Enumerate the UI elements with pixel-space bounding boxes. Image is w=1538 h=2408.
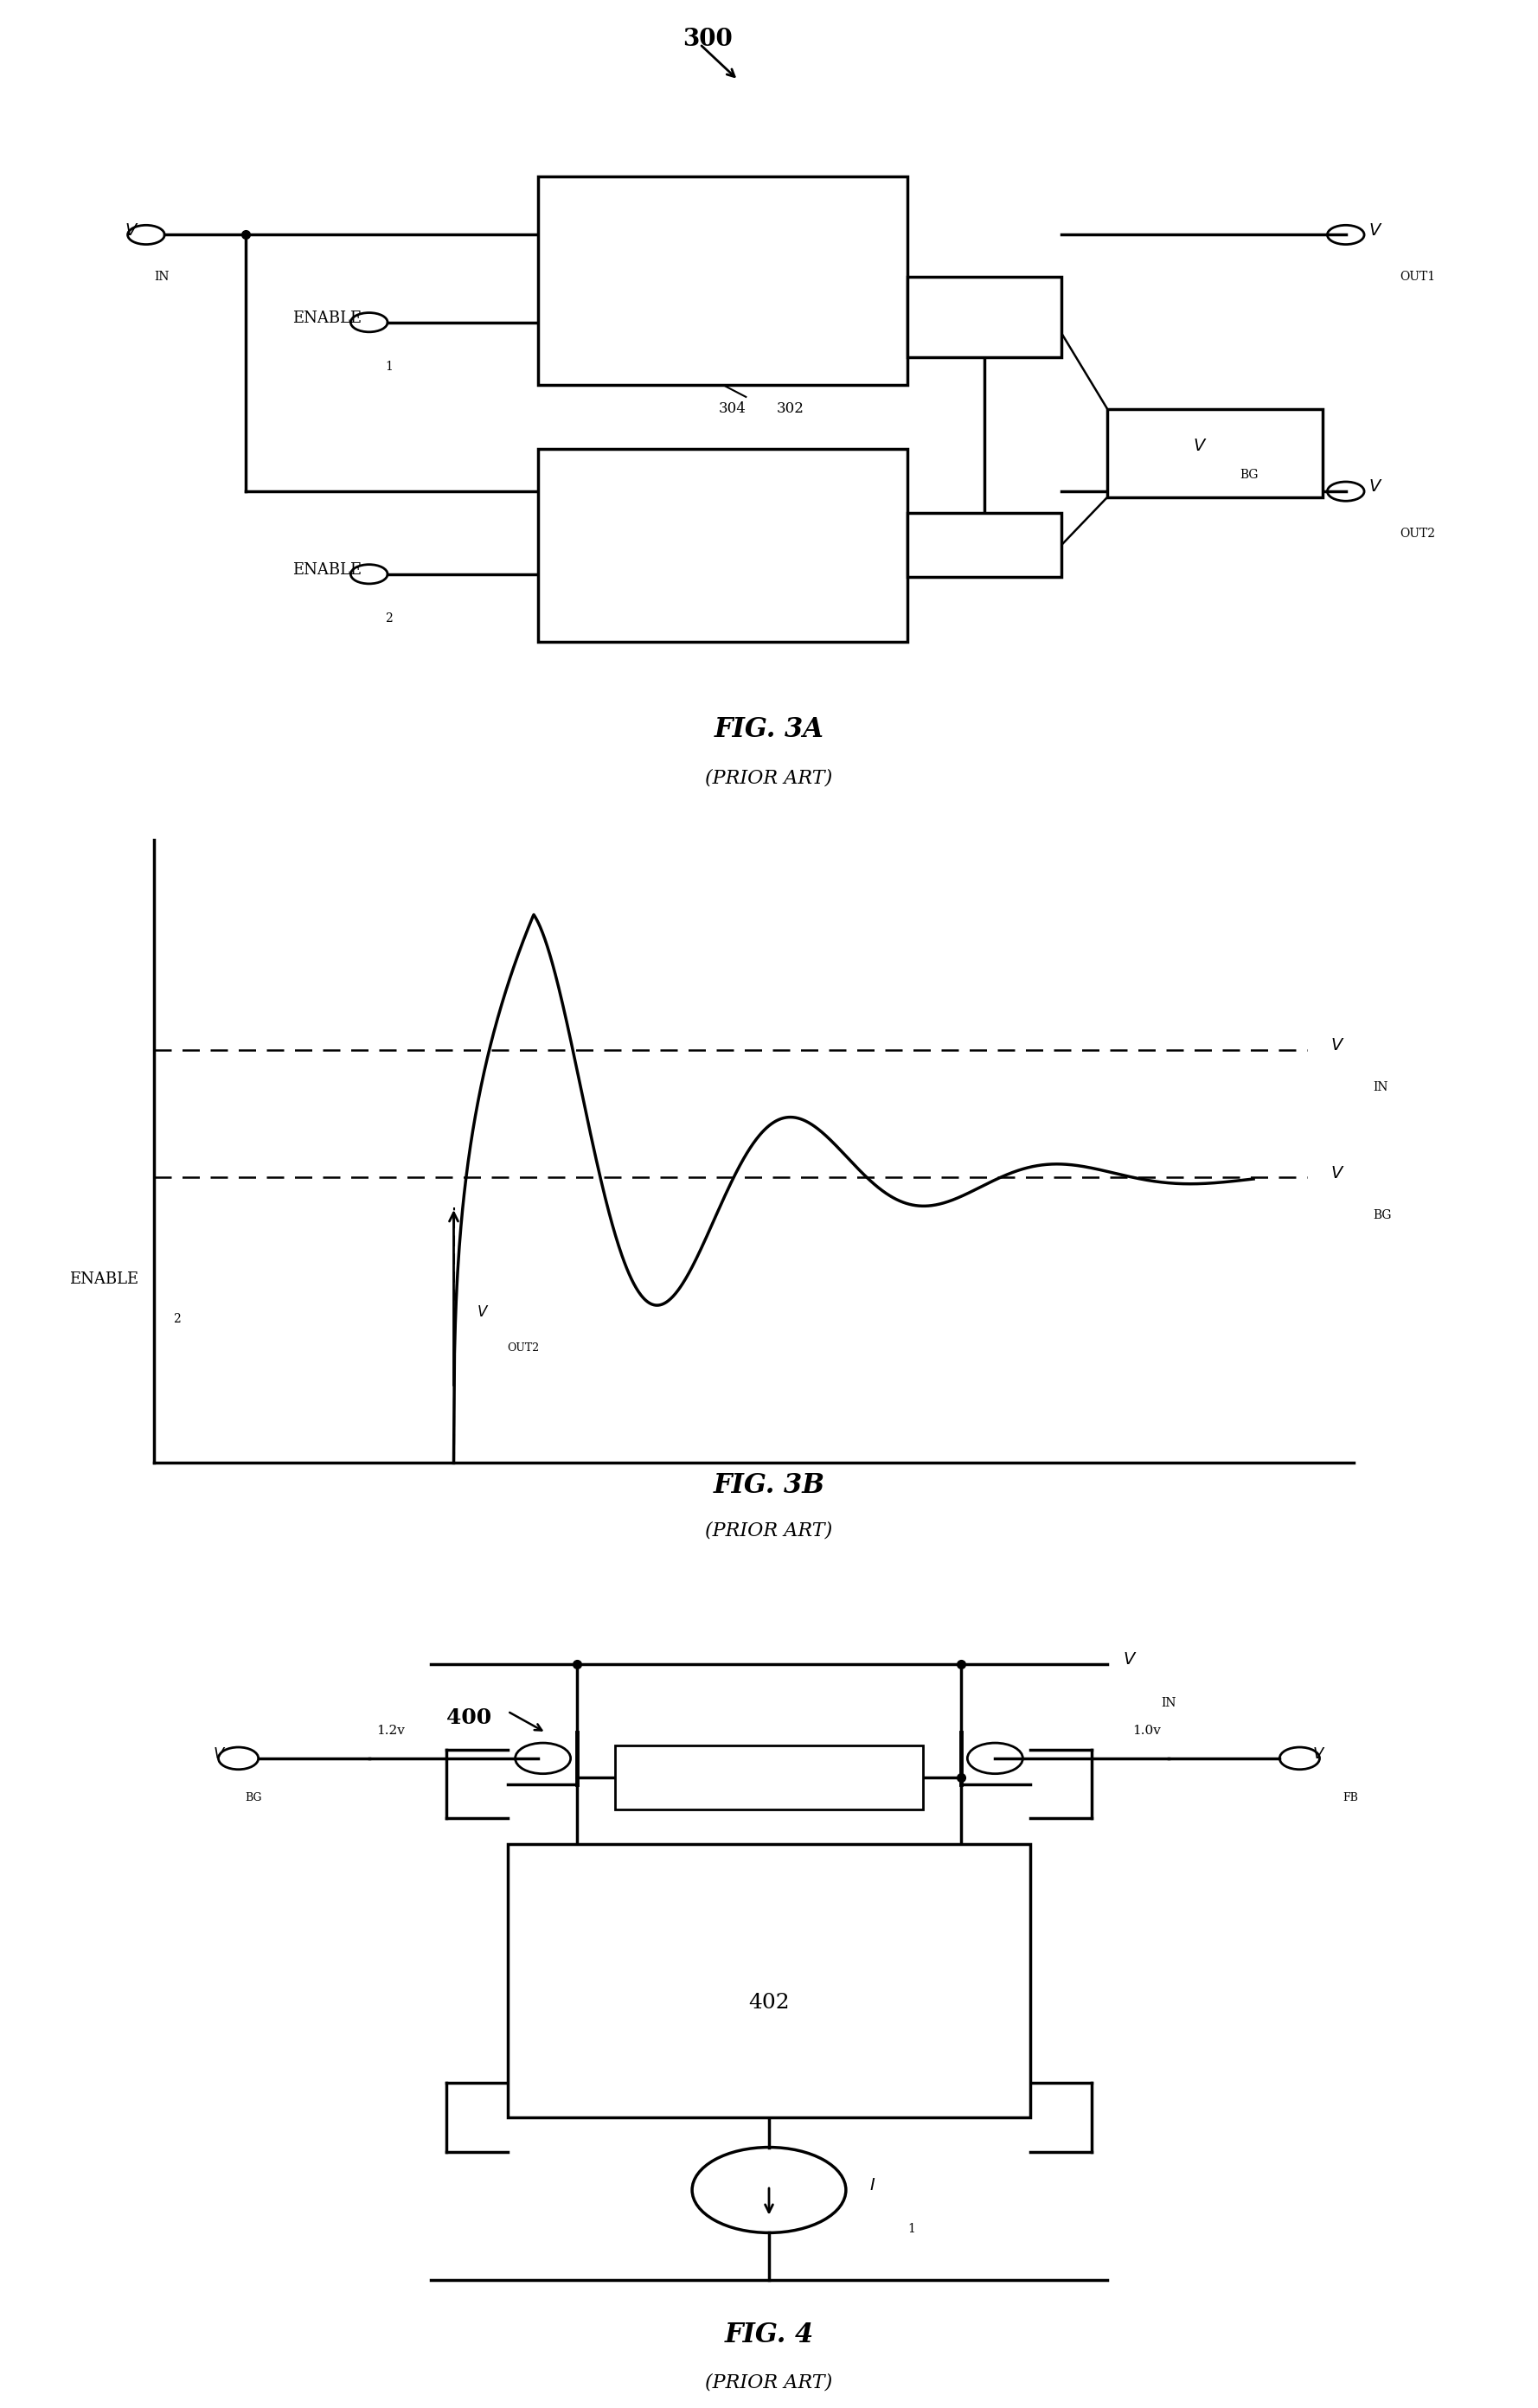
Text: (PRIOR ART): (PRIOR ART) (706, 2372, 832, 2391)
Text: FIG. 3A: FIG. 3A (714, 715, 824, 744)
Bar (907, 277, 1061, 356)
Text: BG: BG (1240, 470, 1258, 482)
Text: (PRIOR ART): (PRIOR ART) (706, 768, 832, 787)
Text: BG: BG (1373, 1209, 1392, 1221)
Text: $V$: $V$ (212, 1746, 226, 1763)
Text: OUT2: OUT2 (1400, 527, 1435, 539)
Text: $V$: $V$ (1192, 438, 1207, 455)
Text: $V$: $V$ (1330, 1165, 1344, 1182)
Text: 300: 300 (683, 29, 732, 51)
Bar (615, 1746, 923, 1811)
Text: 302: 302 (777, 400, 804, 417)
Text: ENABLE: ENABLE (69, 1271, 138, 1286)
Bar (508, 1845, 1030, 2117)
Text: 2: 2 (174, 1312, 180, 1324)
Text: $V$: $V$ (1312, 1746, 1326, 1763)
Text: 1: 1 (386, 361, 392, 373)
Bar (1107, 409, 1323, 496)
Text: IN: IN (1373, 1081, 1389, 1093)
Text: 1.0v: 1.0v (1134, 1724, 1161, 1736)
Text: BG: BG (246, 1792, 261, 1804)
Bar (538, 448, 907, 641)
Text: $V$: $V$ (1123, 1652, 1137, 1669)
Text: $V$: $V$ (477, 1305, 489, 1320)
Text: 304: 304 (718, 400, 746, 417)
Text: OUT2: OUT2 (508, 1344, 540, 1353)
Text: IN: IN (1161, 1698, 1177, 1710)
Text: ENABLE: ENABLE (292, 563, 361, 578)
Text: $V$: $V$ (1369, 479, 1383, 496)
Text: $V$: $V$ (1369, 224, 1383, 238)
Text: FIG. 3B: FIG. 3B (714, 1471, 824, 1498)
Text: FB: FB (1343, 1792, 1358, 1804)
Text: 1: 1 (907, 2223, 915, 2235)
Text: $V$: $V$ (125, 224, 138, 238)
Text: OUT1: OUT1 (1400, 270, 1435, 284)
Text: $V$: $V$ (1330, 1038, 1344, 1055)
Text: FIG. 4: FIG. 4 (724, 2321, 814, 2348)
Text: 2: 2 (386, 612, 392, 624)
Bar (538, 176, 907, 385)
Text: (PRIOR ART): (PRIOR ART) (706, 1522, 832, 1541)
Text: 402: 402 (749, 1991, 789, 2013)
Text: 400: 400 (446, 1707, 491, 1729)
Text: $I$: $I$ (869, 2177, 875, 2194)
Text: 1.2v: 1.2v (377, 1724, 404, 1736)
Bar (907, 513, 1061, 578)
Text: IN: IN (154, 270, 169, 284)
Text: ENABLE: ENABLE (292, 311, 361, 325)
